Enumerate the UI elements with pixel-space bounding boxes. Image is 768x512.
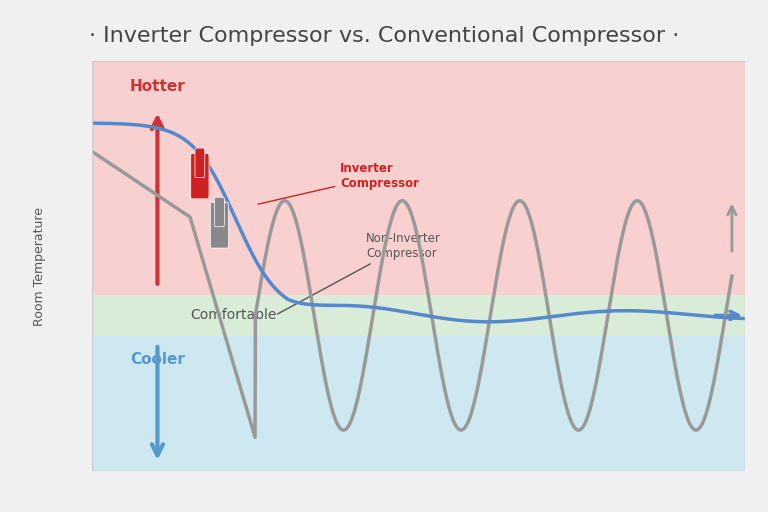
FancyBboxPatch shape — [190, 154, 209, 199]
Text: Hotter: Hotter — [130, 79, 185, 94]
Text: Comfortable: Comfortable — [190, 308, 276, 323]
Text: Cooler: Cooler — [130, 352, 185, 367]
Bar — [92, 61, 745, 295]
FancyBboxPatch shape — [210, 203, 229, 248]
FancyBboxPatch shape — [214, 197, 224, 227]
Bar — [92, 295, 745, 336]
Text: Non-Inverter
Compressor: Non-Inverter Compressor — [277, 232, 441, 314]
Text: Room Temperature: Room Temperature — [34, 207, 46, 326]
Text: Inverter
Compressor: Inverter Compressor — [258, 162, 419, 204]
FancyBboxPatch shape — [195, 148, 205, 178]
Bar — [92, 336, 745, 471]
Text: · Inverter Compressor vs. Conventional Compressor ·: · Inverter Compressor vs. Conventional C… — [89, 26, 679, 46]
